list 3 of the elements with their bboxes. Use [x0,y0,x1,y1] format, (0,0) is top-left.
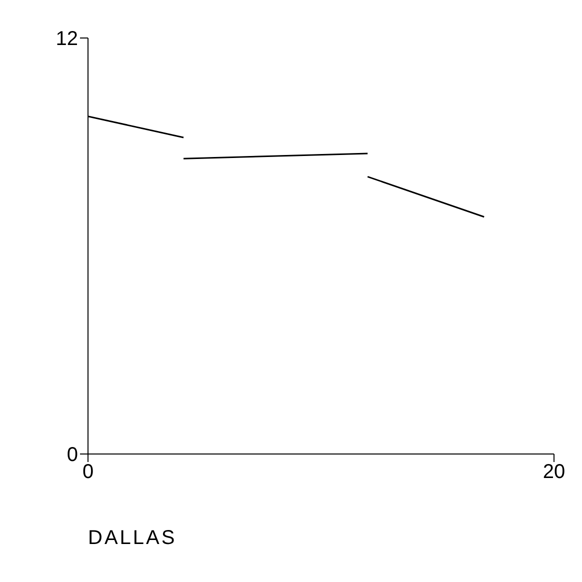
x-tick-label: 20 [542,461,566,484]
x-axis-title: DALLAS [88,527,177,549]
y-tick-label: 12 [56,28,78,50]
